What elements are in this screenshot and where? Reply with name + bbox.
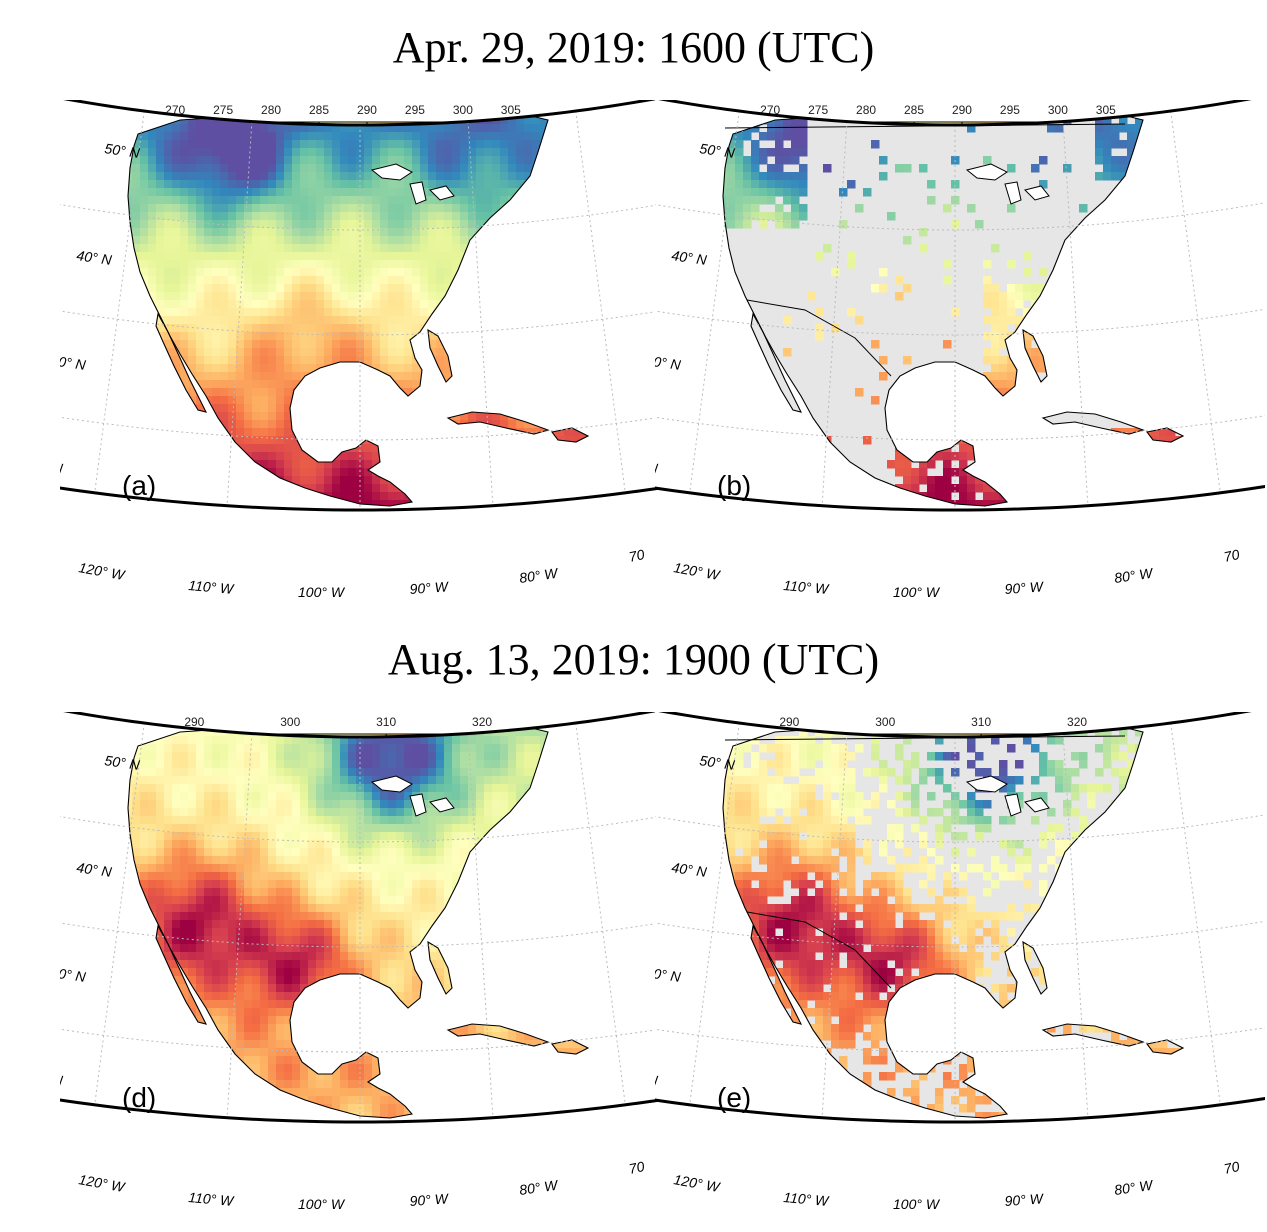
colorbar-tick-label: 300 <box>875 715 895 729</box>
colorbar-tick-label: 320 <box>1067 715 1087 729</box>
panel-label: (e) <box>717 1082 751 1113</box>
colorbar-tick-label: 295 <box>405 103 425 117</box>
colorbar-tick-label: 300 <box>1048 103 1068 117</box>
panel-label: (d) <box>122 1082 156 1113</box>
colorbar-tick-label: 275 <box>808 103 828 117</box>
longitude-label: 90° W <box>409 1190 450 1209</box>
longitude-label: 80° W <box>1113 565 1155 586</box>
panel-label: (b) <box>717 470 751 501</box>
longitude-label: 100° W <box>893 1196 941 1212</box>
longitude-label: 70 <box>627 546 646 565</box>
longitude-label: 70 <box>1222 1158 1241 1177</box>
panel-label: (a) <box>122 470 156 501</box>
colorbar-tick-label: 310 <box>971 715 991 729</box>
longitude-label: 100° W <box>298 584 346 600</box>
colorbar-tick-label: 280 <box>856 103 876 117</box>
colorbar-tick-label: 305 <box>501 103 521 117</box>
longitude-label: 120° W <box>77 559 127 583</box>
longitude-label: 120° W <box>672 1171 722 1195</box>
longitude-label: 90° W <box>1004 1190 1045 1209</box>
colorbar-tick-label: 285 <box>904 103 924 117</box>
section-title-april: Apr. 29, 2019: 1600 (UTC) <box>0 22 1267 73</box>
longitude-label: 100° W <box>298 1196 346 1212</box>
longitude-label: 80° W <box>518 565 560 586</box>
longitude-label: 90° W <box>409 578 450 597</box>
longitude-label: 90° W <box>1004 578 1045 597</box>
longitude-label: 110° W <box>188 577 236 597</box>
colorbar-tick-label: 285 <box>309 103 329 117</box>
colorbar-tick-label: 280 <box>261 103 281 117</box>
longitude-label: 70 <box>627 1158 646 1177</box>
map-body <box>655 100 1265 620</box>
longitude-label: 110° W <box>783 1189 831 1209</box>
colorbar-tick-label: 290 <box>952 103 972 117</box>
longitude-label: 120° W <box>77 1171 127 1195</box>
colorbar-tick-label: 320 <box>472 715 492 729</box>
colorbar-tick-label: 290 <box>357 103 377 117</box>
colorbar-tick-label: 305 <box>1096 103 1116 117</box>
map-body <box>655 712 1265 1232</box>
longitude-label: 80° W <box>518 1177 560 1198</box>
colorbar-tick-label: 300 <box>280 715 300 729</box>
longitude-label: 100° W <box>893 584 941 600</box>
longitude-label: 120° W <box>672 559 722 583</box>
colorbar-tick-label: 310 <box>376 715 396 729</box>
colorbar-tick-label: 275 <box>213 103 233 117</box>
longitude-label: 110° W <box>188 1189 236 1209</box>
longitude-label: 110° W <box>783 577 831 597</box>
longitude-label: 70 <box>1222 546 1241 565</box>
section-title-august: Aug. 13, 2019: 1900 (UTC) <box>0 634 1267 685</box>
longitude-label: 80° W <box>1113 1177 1155 1198</box>
colorbar-tick-label: 300 <box>453 103 473 117</box>
colorbar-tick-label: 295 <box>1000 103 1020 117</box>
